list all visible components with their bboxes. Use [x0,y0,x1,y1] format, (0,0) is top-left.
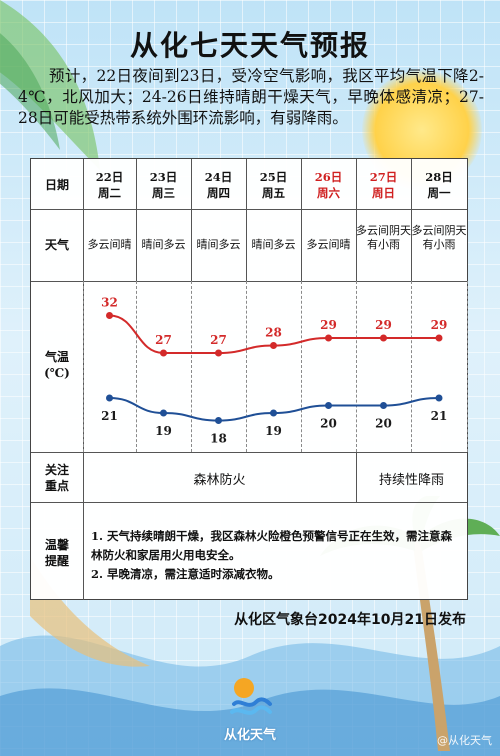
weather-cell: 多云间阴天 有小雨 [356,224,411,251]
day-cell-weekend: 27日 周日 [369,170,398,200]
high-temp-label: 29 [375,318,392,332]
weather-cell: 晴间多云 [141,238,186,251]
day-cell: 22日 周二 [95,170,124,200]
day-cell: 24日 周四 [204,170,233,200]
temperature-chart: 32 27 27 28 29 29 29 21 19 18 19 20 20 21 [101,296,448,446]
weather-cell: 晴间多云 [196,238,241,251]
low-temp-point [215,417,222,424]
high-temp-point [380,334,387,342]
row-label-temp: 气温 (℃) [44,350,70,380]
low-temp-point [160,409,167,417]
low-temp-label: 20 [375,417,392,431]
low-temp-point [380,402,387,409]
logo-text: 从化天气 [223,728,276,743]
focus-rain: 持续性降雨 [378,473,444,488]
low-temp-point [325,402,332,409]
issuer-line: 从化区气象台2024年10月21日发布 [234,612,466,628]
high-temp-label: 28 [265,326,282,340]
tips-list: 1. 天气持续晴朗干燥，我区森林火险橙色预警信号正在生效，需注意森林防火和家居用… [91,527,463,584]
high-temp-point [160,349,167,357]
weather-cell: 多云间阴天 有小雨 [411,224,467,251]
high-temp-point [325,334,332,342]
day-cell-weekend: 26日 周六 [314,170,343,200]
forecast-table: 日期 天气 气温 (℃) 关注 重点 温馨 提醒 22日 周二 23日 周三 24日… [30,158,468,600]
row-label-tips: 温馨 提醒 [44,538,69,568]
row-label-date: 日期 [44,178,69,192]
row-label-weather: 天气 [44,238,69,252]
day-cell: 28日 周一 [425,170,453,200]
low-temp-point [106,394,113,402]
day-cell: 23日 周三 [149,170,178,200]
low-temp-label: 18 [210,432,227,446]
forecast-summary: 预计，22日夜间到23日，受冷空气影响，我区平均气温下降2-4℃，北风加大；24… [18,67,484,127]
weather-cell: 多云间晴 [306,238,351,251]
low-temp-label: 21 [431,409,448,423]
weather-logo-icon [230,678,272,715]
tip-item: 2. 早晚清凉，需注意适时添减衣物。 [91,567,280,581]
high-temp-label: 32 [101,296,118,310]
high-temp-label: 29 [431,318,448,332]
high-temp-point [106,312,113,319]
high-temp-point [270,342,277,349]
high-temp-label: 27 [210,333,227,347]
day-cell: 25日 周五 [259,170,288,200]
focus-forest-fire: 森林防火 [193,473,246,488]
low-temp-point [270,409,277,417]
high-temp-point [435,334,443,342]
page-title: 从化七天天气预报 [129,29,370,62]
low-temp-label: 21 [101,409,118,423]
tip-item: 1. 天气持续晴朗干燥，我区森林火险橙色预警信号正在生效，需注意森林防火和家居用… [91,529,453,562]
low-temp-label: 20 [320,417,337,431]
watermark: @从化天气 [437,734,492,747]
high-temp-label: 27 [155,333,172,347]
weather-cell: 晴间多云 [251,238,296,251]
low-temp-label: 19 [155,424,172,438]
row-label-focus: 关注 重点 [44,463,69,493]
high-temp-point [215,349,222,357]
low-temp-label: 19 [265,424,282,438]
leaf-decoration [0,0,100,170]
high-temp-label: 29 [320,318,337,332]
low-temp-point [435,394,443,402]
weather-cell: 多云间晴 [87,238,132,251]
